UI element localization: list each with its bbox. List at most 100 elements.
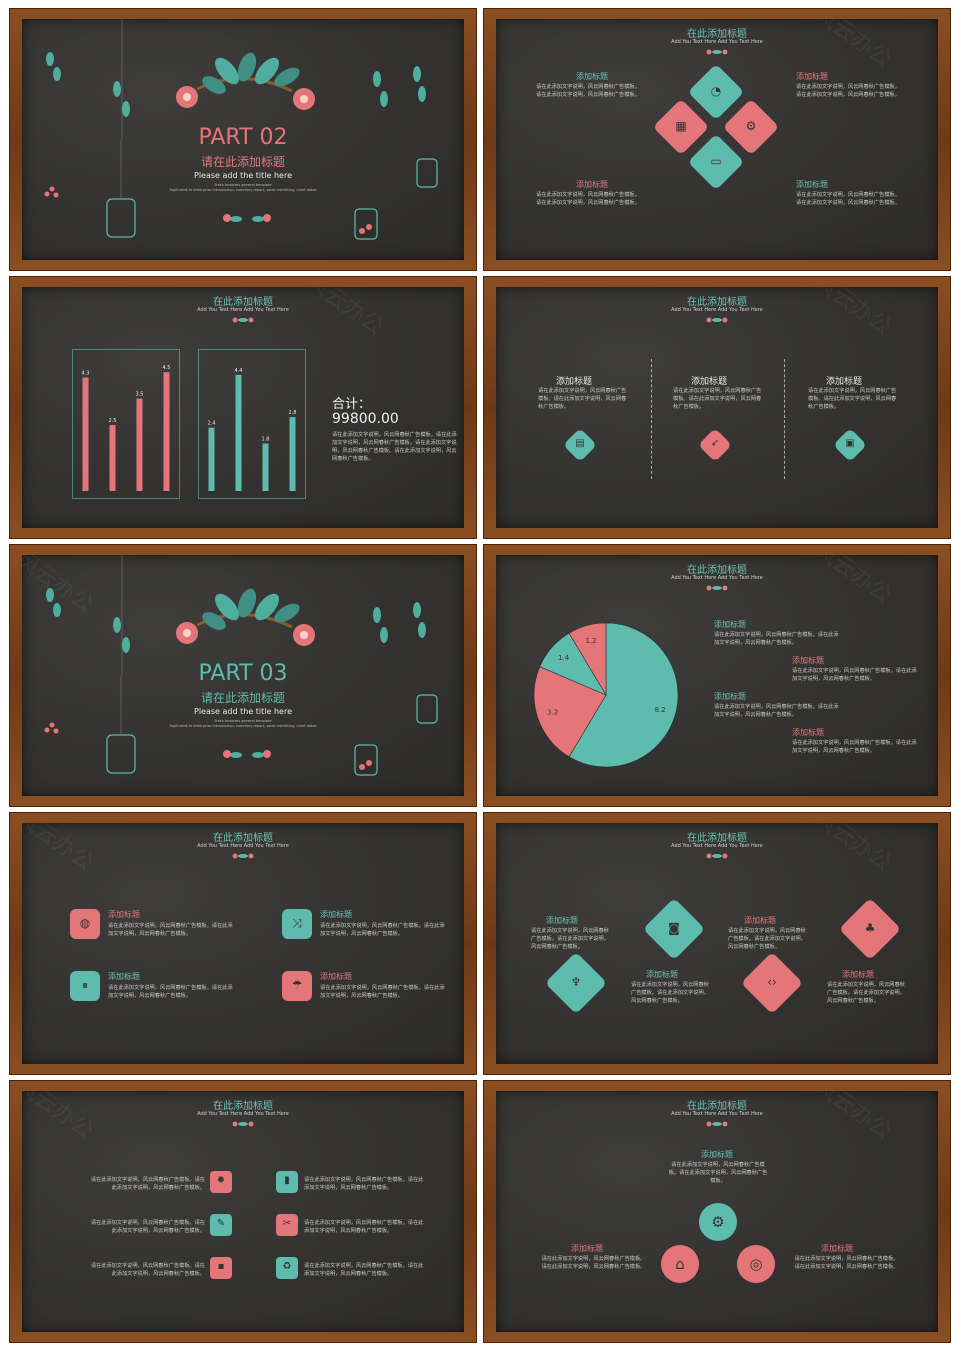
pause-icon: ⏸ bbox=[81, 978, 88, 992]
pie-text-3: 请在此添加文字说明，风云网春秋广告模板。请在此添加文字说明，风云网春秋广告模板。 bbox=[714, 704, 839, 718]
pie-slice-1 bbox=[568, 622, 679, 768]
flower-ornament-icon bbox=[232, 853, 254, 859]
pink-bar-3 bbox=[136, 398, 143, 491]
pie-label-1: 8.2 bbox=[655, 706, 666, 714]
r3-right-box: ♻ bbox=[276, 1257, 298, 1279]
r2-right-box: ✂ bbox=[276, 1214, 298, 1236]
document-icon: ▪ bbox=[217, 1261, 225, 1272]
small-line-2: Applicable to enterprise introduction, s… bbox=[169, 188, 317, 192]
pie-text-1: 请在此添加文字说明，风云网春秋广告模板。请在此添加文字说明，风云网春秋广告模板。 bbox=[714, 632, 839, 646]
chalkboard: PART 02 请在此添加标题 Please add the title her… bbox=[22, 19, 464, 260]
r1-left-text: 请在此添加文字说明，风云网春秋广告模板。请在此添加文字说明，风云网春秋广告模板。 bbox=[90, 1177, 205, 1191]
brush-icon: ✎ bbox=[216, 1218, 226, 1229]
slide-subtitle: Add You Text Here Add You Text Here bbox=[197, 843, 289, 849]
divider-1 bbox=[651, 359, 652, 479]
slide-pie-chart[interactable]: 风云办公 在此添加标题 Add You Text Here Add You Te… bbox=[483, 544, 951, 807]
teal-bar-4 bbox=[289, 417, 296, 491]
pie-heading-1: 添加标题 bbox=[714, 620, 746, 629]
en-title: Please add the title here bbox=[194, 707, 292, 716]
chat-icon: ▭ bbox=[710, 154, 722, 168]
flower-ornament-icon bbox=[706, 585, 728, 591]
shuffle-icon-box: ⤨ bbox=[282, 909, 312, 939]
small-line-2: Applicable to enterprise introduction, s… bbox=[169, 724, 317, 728]
chalkboard: 风云办公 PART 03 请在此添加标题 Please add bbox=[22, 555, 464, 796]
umbrella-icon: ☂ bbox=[291, 978, 303, 992]
c-text-top: 请在此添加文字说明，风云网春秋广告模板。请在此添加文字说明，风云网春秋广告模板。 bbox=[668, 1162, 768, 1184]
c-text-right: 请在此添加文字说明，风云网春秋广告模板。请在此添加文字说明，风云网春秋广告模板。 bbox=[794, 1256, 899, 1270]
total-value: 99800.00 bbox=[332, 411, 399, 427]
small-line-1: Fresh business general template bbox=[214, 719, 272, 723]
r3-left-box: ▪ bbox=[210, 1257, 232, 1279]
slide-part02[interactable]: PART 02 请在此添加标题 Please add the title her… bbox=[9, 8, 477, 271]
flower-ornament-icon bbox=[706, 1121, 728, 1127]
acorn-icon: ♣ bbox=[864, 921, 876, 935]
slide-title: 在此添加标题 bbox=[687, 565, 747, 576]
pie-text-2: 请在此添加文字说明，风云网春秋广告模板。请在此添加文字说明，风云网春秋广告模板。 bbox=[792, 668, 917, 682]
floral-decoration bbox=[44, 555, 438, 776]
pie-label-2: 3.2 bbox=[547, 708, 558, 716]
slide-four-diamonds[interactable]: 风云办公 在此添加标题 Add You Text Here Add You Te… bbox=[483, 812, 951, 1075]
slide-three-columns[interactable]: 风云办公 在此添加标题 Add You Text Here Add You Te… bbox=[483, 276, 951, 539]
cn-title: 请在此添加标题 bbox=[200, 155, 285, 169]
shuffle-icon: ⤨ bbox=[292, 916, 302, 930]
d-heading-4: 添加标题 bbox=[842, 970, 874, 979]
r1-right-box: ▮ bbox=[276, 1171, 298, 1193]
pie-heading-4: 添加标题 bbox=[792, 728, 824, 737]
teal-bar-label-2: 4.4 bbox=[235, 368, 243, 374]
teal-bar-3 bbox=[262, 443, 269, 491]
col3-heading: 添加标题 bbox=[826, 377, 863, 387]
globe-icon-box: ◍ bbox=[70, 909, 100, 939]
item3-heading: 添加标题 bbox=[108, 972, 140, 981]
pink-bar-label-1: 4.3 bbox=[82, 370, 90, 376]
c-heading-top: 添加标题 bbox=[701, 1150, 733, 1159]
cn-title: 请在此添加标题 bbox=[200, 691, 285, 705]
r2-left-text: 请在此添加文字说明，风云网春秋广告模板。请在此添加文字说明，风云网春秋广告模板。 bbox=[90, 1220, 205, 1234]
d-heading-3: 添加标题 bbox=[646, 970, 678, 979]
slide-title: 在此添加标题 bbox=[213, 833, 273, 844]
col1-heading: 添加标题 bbox=[556, 377, 593, 387]
col3-text: 请在此添加文字说明，风云网春秋广告模板。请在此添加文字说明，风云网春秋广告模板。 bbox=[808, 388, 897, 410]
text-bottom-right: 请在此添加文字说明，风云网春秋广告模板。请在此添加文字说明，风云网春秋广告模板。 bbox=[796, 192, 900, 206]
slide-title: 在此添加标题 bbox=[687, 1101, 747, 1112]
slide-subtitle: Add You Text Here Add You Text Here bbox=[671, 575, 763, 581]
chalkboard: 风云办公 在此添加标题 Add You Text Here Add You Te… bbox=[22, 1091, 464, 1332]
slide-four-icons[interactable]: 风云办公 在此添加标题 Add You Text Here Add You Te… bbox=[9, 812, 477, 1075]
flower-ornament-icon bbox=[232, 317, 254, 323]
slide-subtitle: Add You Text Here Add You Text Here bbox=[671, 1111, 763, 1117]
slide-title: 在此添加标题 bbox=[687, 29, 747, 40]
briefcase-icon: ▣ bbox=[845, 438, 855, 449]
pie-heading-3: 添加标题 bbox=[714, 692, 746, 701]
text-bottom-left: 请在此添加文字说明，风云网春秋广告模板。请在此添加文字说明，风云网春秋广告模板。 bbox=[536, 192, 640, 206]
r2-right-text: 请在此添加文字说明，风云网春秋广告模板。请在此添加文字说明，风云网春秋广告模板。 bbox=[304, 1220, 424, 1234]
inbox-icon: ▤ bbox=[575, 438, 585, 449]
teal-bar-label-3: 1.8 bbox=[262, 436, 270, 442]
target-icon: ◎ bbox=[749, 1255, 763, 1273]
slide-diamond-cluster[interactable]: 风云办公 在此添加标题 Add You Text Here Add You Te… bbox=[483, 8, 951, 271]
pink-bar-label-2: 2.5 bbox=[109, 418, 117, 424]
camera-icon: ◙ bbox=[668, 921, 680, 935]
divider-2 bbox=[784, 359, 785, 479]
slide-part03[interactable]: 风云办公 PART 03 请在此添加标题 Please add bbox=[9, 544, 477, 807]
slide-bar-charts[interactable]: 风云办公 在此添加标题 Add You Text Here Add You Te… bbox=[9, 276, 477, 539]
slide-three-circles[interactable]: 风云办公 在此添加标题 Add You Text Here Add You Te… bbox=[483, 1080, 951, 1343]
pie-slice-2 bbox=[533, 666, 607, 758]
pink-bar-1 bbox=[82, 377, 89, 491]
c-heading-left: 添加标题 bbox=[571, 1244, 603, 1253]
d-heading-1: 添加标题 bbox=[546, 916, 578, 925]
chalkboard: 风云办公 在此添加标题 Add You Text Here Add You Te… bbox=[496, 823, 938, 1064]
total-label: 合计： bbox=[332, 397, 372, 412]
d-text-3: 请在此添加文字说明，风云网春秋广告模板。请在此添加文字说明，风云网春秋广告模板。 bbox=[631, 982, 709, 1004]
slide-six-icons[interactable]: 风云办公 在此添加标题 Add You Text Here Add You Te… bbox=[9, 1080, 477, 1343]
chart-growth-icon: ◔ bbox=[710, 84, 722, 98]
floral-decoration bbox=[44, 19, 438, 240]
chalkboard: 风云办公 在此添加标题 Add You Text Here Add You Te… bbox=[496, 287, 938, 528]
chalkboard: 风云办公 在此添加标题 Add You Text Here Add You Te… bbox=[496, 555, 938, 796]
item1-text: 请在此添加文字说明，风云网春秋广告模板。请在此添加文字说明，风云网春秋广告模板。 bbox=[108, 923, 233, 937]
gear-circle: ⚙ bbox=[699, 1203, 737, 1241]
item1-heading: 添加标题 bbox=[108, 910, 140, 919]
umbrella-icon-box: ☂ bbox=[282, 971, 312, 1001]
heading-top-left: 添加标题 bbox=[576, 72, 608, 81]
lightbulb-icon: ✹ bbox=[216, 1175, 226, 1186]
flower-ornament-icon bbox=[706, 317, 728, 323]
total-description: 请在此添加文字说明，风云网春秋广告模板。请在此添加文字说明，风云网春秋广告模板。… bbox=[332, 432, 457, 462]
